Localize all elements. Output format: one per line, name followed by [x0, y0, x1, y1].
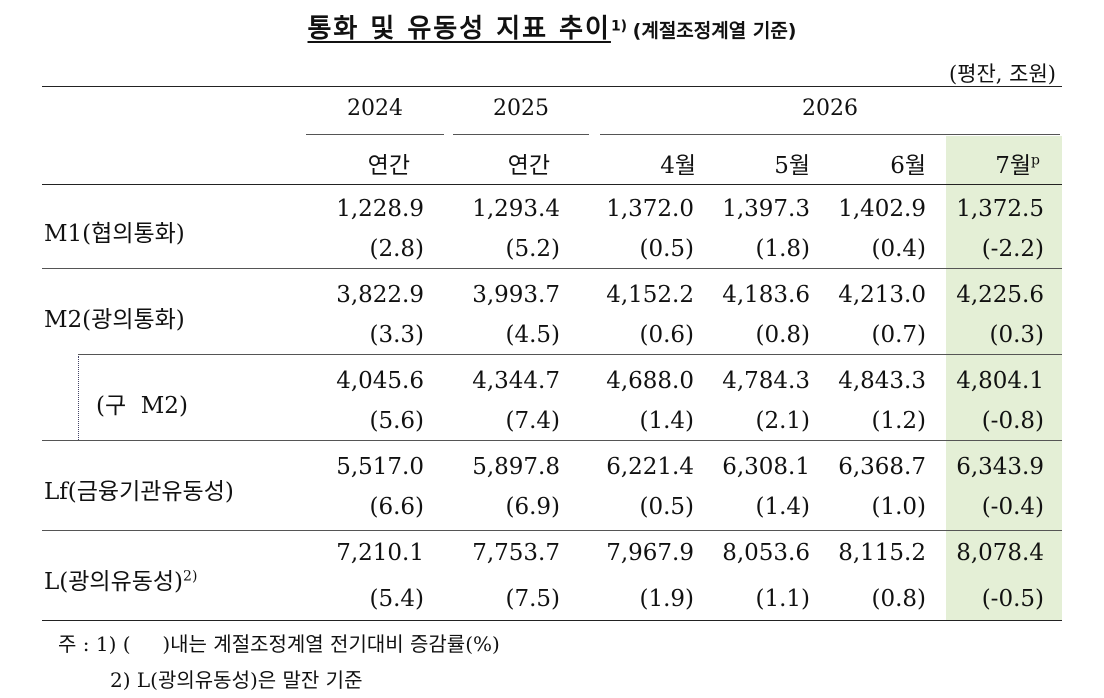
row-label-old-m2: (구 M2) — [96, 393, 188, 419]
header-bottom-rule — [42, 184, 1062, 185]
table-cell-growth: (-0.5) — [981, 586, 1044, 612]
table-cell-growth: (0.4) — [871, 236, 926, 262]
table-cell-growth: (0.5) — [639, 236, 694, 262]
table-cell-growth: (0.5) — [639, 494, 694, 520]
title-main: 통화 및 유동성 지표 추이 — [307, 14, 611, 44]
table-top-rule — [42, 86, 1062, 87]
table-cell-growth: (4.5) — [505, 322, 560, 348]
row-label-l-footnote: 2) — [183, 568, 198, 585]
table-cell-value: 4,152.2 — [606, 282, 694, 308]
row-separator — [42, 530, 1062, 531]
table-cell-growth: (0.8) — [871, 586, 926, 612]
table-cell-value: 3,822.9 — [336, 282, 424, 308]
row-label-m2: M2(광의통화) — [44, 307, 185, 333]
table-cell-growth: (0.3) — [989, 322, 1044, 348]
table-cell-growth: (5.2) — [505, 236, 560, 262]
table-cell-growth: (1.9) — [639, 586, 694, 612]
table-cell-growth: (-2.2) — [981, 236, 1044, 262]
table-cell-value: 6,343.9 — [956, 454, 1044, 480]
table-cell-value: 8,078.4 — [956, 540, 1044, 566]
table-cell-growth: (3.3) — [369, 322, 424, 348]
table-cell-value: 6,308.1 — [722, 454, 810, 480]
title-footnote-mark: 1) — [610, 18, 628, 35]
table-bottom-rule — [42, 620, 1062, 621]
table-cell-value: 3,993.7 — [472, 282, 560, 308]
table-cell-value: 4,688.0 — [606, 368, 694, 394]
table-cell-value: 4,183.6 — [722, 282, 810, 308]
row-label-l-text: L(광의유동성) — [44, 569, 184, 595]
table-cell-value: 1,397.3 — [722, 196, 810, 222]
table-cell-growth: (0.7) — [871, 322, 926, 348]
table-cell-value: 6,221.4 — [606, 454, 694, 480]
table-cell-growth: (0.8) — [755, 322, 810, 348]
year-underline — [600, 134, 1060, 135]
row-label-m1: M1(협의통화) — [44, 221, 185, 247]
table-cell-value: 1,372.5 — [956, 196, 1044, 222]
table-cell-value: 4,045.6 — [336, 368, 424, 394]
year-underline — [306, 134, 444, 135]
col-header-jul-label: 7월 — [995, 153, 1032, 179]
table-cell-growth: (5.6) — [369, 408, 424, 434]
table-cell-value: 1,402.9 — [838, 196, 926, 222]
table-cell-value: 4,344.7 — [472, 368, 560, 394]
col-header-annual-2025: 연간 — [507, 153, 550, 179]
col-header-jul: 7월p — [916, 146, 1040, 180]
year-2024: 2024 — [347, 96, 403, 121]
table-cell-growth: (1.4) — [639, 408, 694, 434]
table-cell-growth: (2.1) — [755, 408, 810, 434]
col-header-may: 5월 — [774, 153, 810, 179]
sub-item-indent-line — [78, 356, 79, 440]
table-cell-value: 5,517.0 — [336, 454, 424, 480]
title-subtitle: (계절조정계열 기준) — [632, 20, 797, 42]
footnote-2: 2) L(광의유동성)은 말잔 기준 — [110, 668, 363, 692]
table-cell-value: 4,843.3 — [838, 368, 926, 394]
table-cell-growth: (1.4) — [755, 494, 810, 520]
year-underline — [453, 134, 589, 135]
table-cell-growth: (1.1) — [755, 586, 810, 612]
row-label-lf: Lf(금융기관유동성) — [44, 479, 234, 505]
year-2026: 2026 — [802, 96, 858, 121]
row-label-l: L(광의유동성)2) — [44, 562, 197, 596]
latest-month-highlight — [946, 136, 1062, 620]
table-cell-growth: (0.6) — [639, 322, 694, 348]
table-cell-value: 4,225.6 — [956, 282, 1044, 308]
table-cell-value: 1,228.9 — [336, 196, 424, 222]
year-2025: 2025 — [493, 96, 549, 121]
table-cell-growth: (6.9) — [505, 494, 560, 520]
table-cell-growth: (1.8) — [755, 236, 810, 262]
table-cell-value: 4,213.0 — [838, 282, 926, 308]
row-separator — [42, 268, 1062, 269]
table-cell-growth: (2.8) — [369, 236, 424, 262]
table-cell-value: 1,372.0 — [606, 196, 694, 222]
table-cell-value: 7,210.1 — [336, 540, 424, 566]
row-separator — [42, 440, 1062, 441]
unit-label: (평잔, 조원) — [948, 62, 1056, 86]
table-cell-value: 8,115.2 — [838, 540, 926, 566]
table-cell-growth: (7.5) — [505, 586, 560, 612]
table-cell-growth: (7.4) — [505, 408, 560, 434]
table-cell-value: 4,784.3 — [722, 368, 810, 394]
table-cell-value: 1,293.4 — [472, 196, 560, 222]
table-cell-value: 5,897.8 — [472, 454, 560, 480]
col-header-annual-2024: 연간 — [367, 153, 410, 179]
table-cell-value: 6,368.7 — [838, 454, 926, 480]
table-cell-growth: (1.0) — [871, 494, 926, 520]
col-header-apr: 4월 — [660, 153, 696, 179]
page-title: 통화 및 유동성 지표 추이1) (계절조정계열 기준) — [0, 8, 1104, 45]
table-cell-growth: (6.6) — [369, 494, 424, 520]
table-cell-growth: (-0.8) — [981, 408, 1044, 434]
table-cell-growth: (1.2) — [871, 408, 926, 434]
table-cell-value: 7,967.9 — [606, 540, 694, 566]
footnote-1: 주 : 1) ( )내는 계절조정계열 전기대비 증감률(%) — [58, 632, 500, 656]
preliminary-mark: p — [1031, 152, 1040, 169]
table-cell-value: 8,053.6 — [722, 540, 810, 566]
table-cell-value: 7,753.7 — [472, 540, 560, 566]
table-cell-growth: (5.4) — [369, 586, 424, 612]
table-cell-value: 4,804.1 — [956, 368, 1044, 394]
table-cell-growth: (-0.4) — [981, 494, 1044, 520]
col-header-jun: 6월 — [890, 153, 926, 179]
row-separator — [78, 354, 1062, 355]
